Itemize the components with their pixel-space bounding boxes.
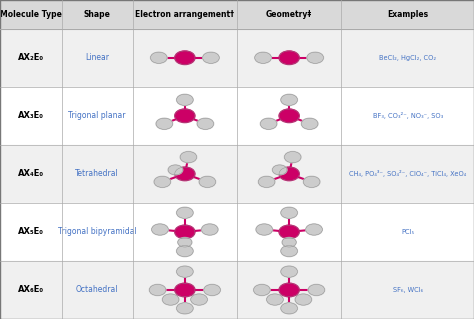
Circle shape: [281, 303, 298, 314]
Circle shape: [154, 176, 171, 188]
Text: AX₆E₀: AX₆E₀: [18, 286, 44, 294]
Circle shape: [279, 51, 299, 64]
Circle shape: [151, 52, 167, 63]
Circle shape: [176, 266, 193, 277]
Circle shape: [191, 294, 207, 305]
Text: Shape: Shape: [84, 10, 110, 19]
Text: Molecule Type: Molecule Type: [0, 10, 62, 19]
Circle shape: [281, 246, 298, 256]
Text: AX₃E₀: AX₃E₀: [18, 111, 44, 120]
Text: Trigonal planar: Trigonal planar: [68, 111, 126, 120]
Circle shape: [178, 238, 192, 247]
Circle shape: [308, 285, 325, 295]
Circle shape: [295, 294, 312, 305]
Circle shape: [260, 118, 277, 130]
Text: Tetrahedral: Tetrahedral: [75, 169, 119, 178]
Circle shape: [303, 176, 320, 188]
Circle shape: [149, 285, 166, 295]
Circle shape: [284, 152, 301, 163]
Bar: [0, 0, 474, 29]
Circle shape: [156, 118, 173, 130]
Bar: [0, 261, 474, 319]
Circle shape: [176, 94, 193, 105]
Circle shape: [175, 283, 195, 297]
Circle shape: [266, 294, 283, 305]
Text: Linear: Linear: [85, 53, 109, 62]
Circle shape: [201, 224, 218, 235]
Circle shape: [273, 165, 287, 175]
Text: Electron arrangement†: Electron arrangement†: [136, 10, 234, 19]
Bar: [0, 29, 474, 87]
Circle shape: [175, 51, 195, 64]
Text: Octahedral: Octahedral: [76, 286, 118, 294]
Circle shape: [279, 109, 299, 122]
Circle shape: [197, 118, 214, 130]
Text: CH₄, PO₄³⁻, SO₄²⁻, ClO₄⁻, TiCl₄, XeO₄: CH₄, PO₄³⁻, SO₄²⁻, ClO₄⁻, TiCl₄, XeO₄: [349, 170, 466, 177]
Circle shape: [281, 94, 298, 105]
Circle shape: [306, 224, 322, 235]
Text: BF₃, CO₃²⁻, NO₃⁻, SO₃: BF₃, CO₃²⁻, NO₃⁻, SO₃: [373, 112, 443, 119]
Circle shape: [176, 303, 193, 314]
Circle shape: [176, 246, 193, 256]
Circle shape: [258, 176, 275, 188]
Text: PCl₅: PCl₅: [401, 229, 414, 235]
Circle shape: [279, 283, 299, 297]
Text: Geometry‡: Geometry‡: [266, 10, 312, 19]
Text: BeCl₂, HgCl₂, CO₂: BeCl₂, HgCl₂, CO₂: [379, 55, 436, 61]
Text: AX₅E₀: AX₅E₀: [18, 227, 44, 236]
Circle shape: [281, 207, 298, 218]
Circle shape: [180, 152, 197, 163]
Circle shape: [256, 224, 273, 235]
Circle shape: [176, 207, 193, 218]
Circle shape: [152, 224, 168, 235]
Circle shape: [279, 225, 299, 239]
Circle shape: [204, 285, 220, 295]
Circle shape: [254, 285, 270, 295]
Circle shape: [255, 52, 271, 63]
Bar: [0, 145, 474, 203]
Bar: [0, 203, 474, 261]
Bar: [0, 87, 474, 145]
Circle shape: [203, 52, 219, 63]
Text: Examples: Examples: [387, 10, 428, 19]
Circle shape: [168, 165, 182, 175]
Circle shape: [307, 52, 324, 63]
Circle shape: [279, 167, 299, 181]
Circle shape: [175, 109, 195, 122]
Circle shape: [199, 176, 216, 188]
Text: Trigonal bipyramidal: Trigonal bipyramidal: [58, 227, 137, 236]
Circle shape: [175, 167, 195, 181]
Circle shape: [282, 238, 296, 247]
Circle shape: [301, 118, 318, 130]
Circle shape: [175, 225, 195, 239]
Text: AX₂E₀: AX₂E₀: [18, 53, 44, 62]
Circle shape: [162, 294, 179, 305]
Text: SF₆, WCl₆: SF₆, WCl₆: [392, 287, 423, 293]
Circle shape: [281, 266, 298, 277]
Text: AX₄E₀: AX₄E₀: [18, 169, 44, 178]
